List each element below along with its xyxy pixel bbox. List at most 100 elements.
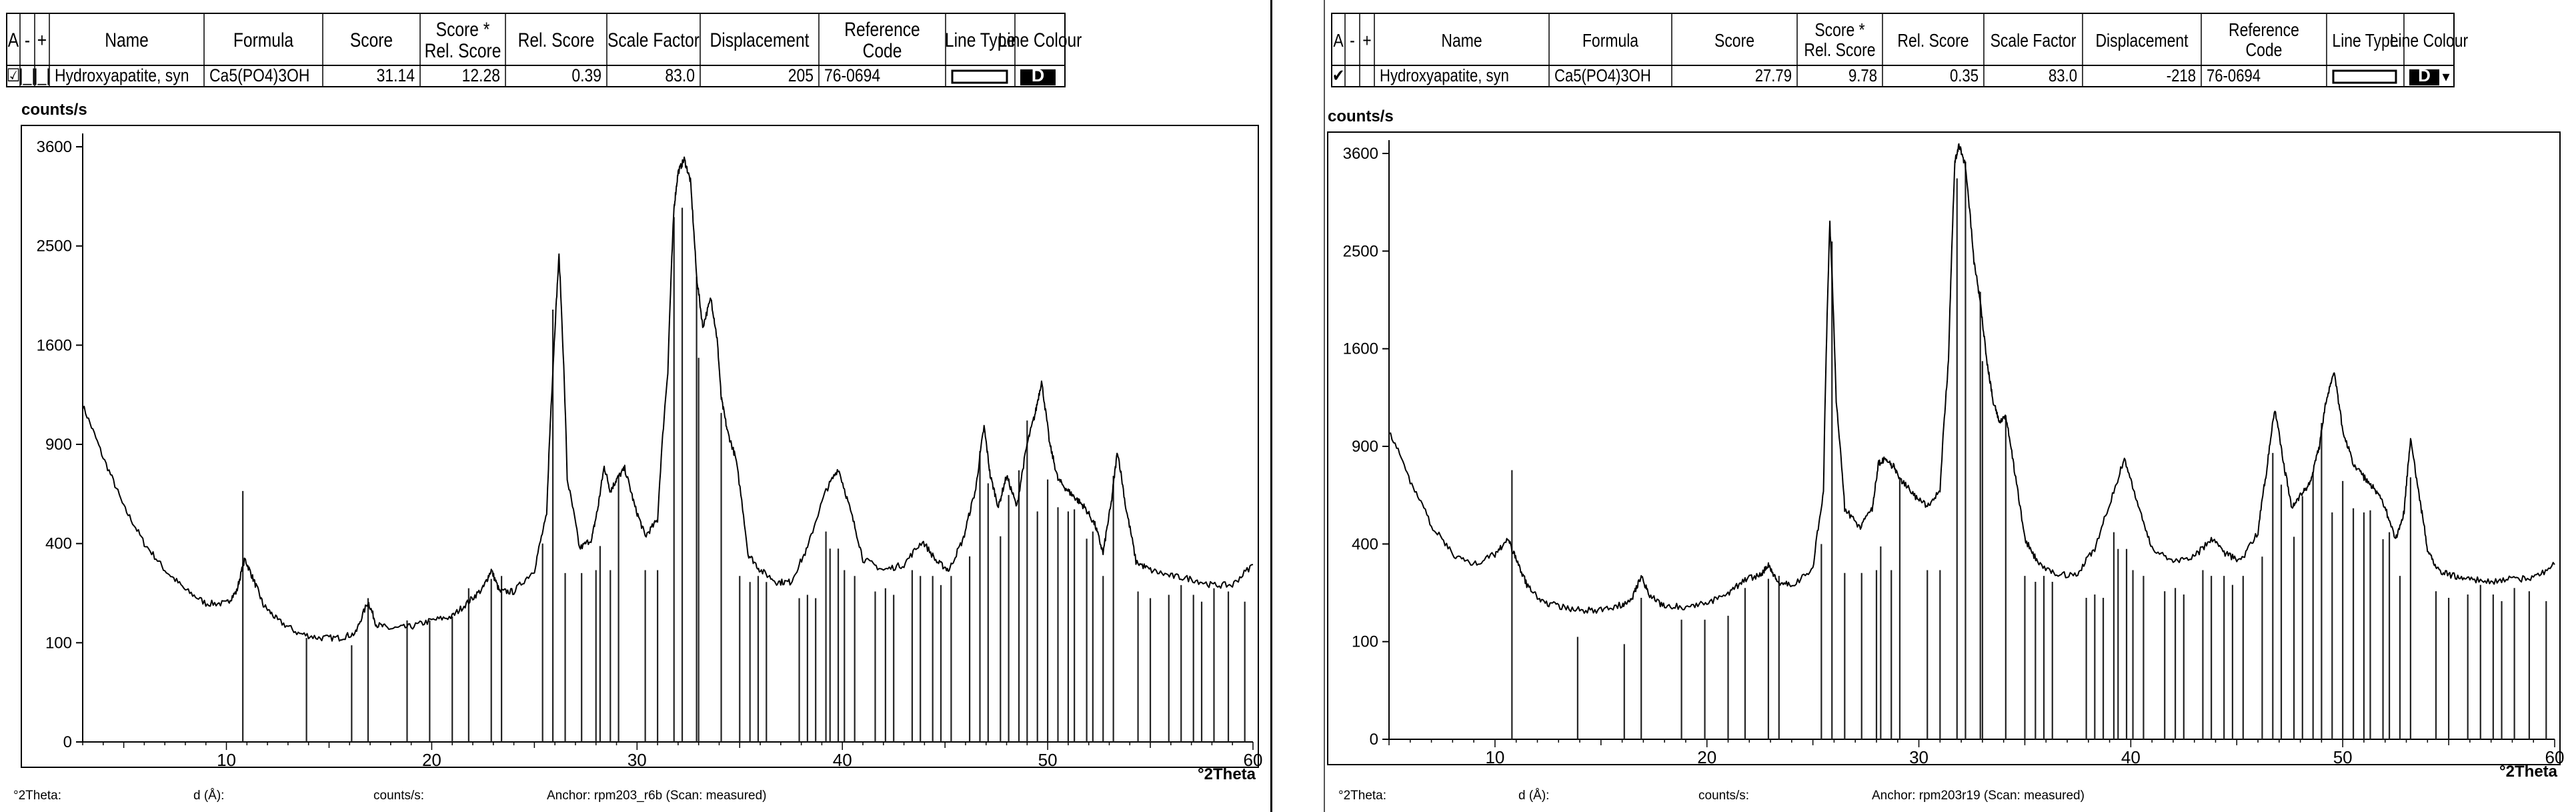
x-tick-label: 60 — [2545, 747, 2565, 767]
cell-name: Hydroxyapatite, syn — [55, 65, 189, 85]
line-colour-label: D — [2418, 65, 2431, 85]
cell-scale: 83.0 — [665, 65, 695, 85]
y-tick-label: 3600 — [37, 138, 72, 156]
column-header-line-type[interactable]: Line Type — [945, 29, 1016, 51]
status-d-spacing: d (Å): — [1518, 789, 1549, 803]
x-tick-label: 50 — [1038, 750, 1058, 770]
xrd-pattern-right: A ✔- + Name Hydroxyapatite, syn Formula Ca5(PO… — [1327, 13, 2565, 803]
cell-score: 27.79 — [1755, 66, 1792, 85]
column-header-name[interactable]: Name — [105, 29, 149, 51]
status-anchor: Anchor: rpm203r19 (Scan: measured) — [1872, 789, 2085, 803]
dropdown-arrow-icon[interactable]: ▾ — [2442, 68, 2449, 85]
reference-lines — [242, 208, 1246, 742]
status-anchor: Anchor: rpm203_r6b (Scan: measured) — [547, 789, 767, 803]
y-tick-label: 100 — [1352, 633, 1378, 651]
column-header-a[interactable]: A — [8, 29, 19, 51]
cell-name: Hydroxyapatite, syn — [1380, 66, 1509, 85]
x-tick-label: 40 — [833, 750, 852, 770]
y-tick-label: 2500 — [1343, 242, 1378, 260]
cell-score-rel: 9.78 — [1848, 66, 1877, 85]
column-header-line-colour[interactable]: Line Colour — [2390, 31, 2469, 51]
column-header-scale-factor[interactable]: Scale Factor — [607, 29, 700, 51]
column-header-reference-code[interactable]: Reference Code — [844, 18, 920, 62]
status-two-theta: °2Theta: — [1338, 789, 1386, 803]
column-header-reference-code[interactable]: Reference Code — [2229, 20, 2299, 61]
y-tick-label: 2500 — [37, 238, 72, 256]
panel-right: A ✔ - + Name Hydroxyapatite, syn Formula Ca5(PO… — [1324, 0, 2576, 812]
column-header-scale-factor[interactable]: Scale Factor — [1991, 31, 2077, 51]
column-header-line-colour[interactable]: Line Colour — [998, 29, 1082, 51]
plot-area: 0 100 400 900 1600 2500 3600 10 20 30 40 50 60 — [21, 125, 1262, 770]
y-tick-label: 3600 — [1343, 145, 1378, 163]
line-type-swatch[interactable] — [951, 69, 1008, 84]
column-header-displacement[interactable]: Displacement — [710, 29, 810, 51]
column-header-rel-score[interactable]: Rel. Score — [1897, 31, 1969, 51]
cell-ref-code: 76-0694 — [2207, 66, 2261, 85]
status-counts: counts/s: — [373, 789, 424, 803]
plot-area: 0 100 400 900 1600 2500 3600 10 20 30 40 50 60 — [1327, 131, 2565, 767]
column-header-line-type[interactable]: Line Type — [2332, 31, 2398, 51]
cell-scale: 83.0 — [2049, 66, 2077, 85]
y-tick-label: 0 — [63, 733, 72, 751]
column-header-name[interactable]: Name — [1441, 31, 1482, 51]
y-tick-label: 900 — [1352, 438, 1378, 456]
y-tick-label: 1600 — [1343, 340, 1378, 358]
cell-rel-score: 0.39 — [571, 65, 601, 85]
x-tick-label: 40 — [2121, 747, 2141, 767]
x-tick-label: 30 — [627, 750, 647, 770]
cell-displacement: -218 — [2167, 66, 2196, 85]
x-tick-label: 10 — [1485, 747, 1504, 767]
column-header-expand[interactable]: + — [37, 29, 47, 51]
y-tick-label: 400 — [45, 535, 72, 553]
cell-ref-code: 76-0694 — [824, 65, 880, 85]
line-type-swatch[interactable] — [2332, 69, 2397, 84]
column-header-score[interactable]: Score — [350, 29, 393, 51]
column-header-formula[interactable]: Formula — [1582, 31, 1639, 51]
x-tick-label: 10 — [217, 750, 236, 770]
line-colour-swatch[interactable] — [2409, 69, 2439, 85]
cell-score-rel: 12.28 — [462, 65, 500, 85]
column-header-score-rel-score[interactable]: Score * Rel. Score — [1804, 20, 1875, 61]
x-axis-label: °2Theta — [2499, 763, 2558, 781]
column-header-a[interactable]: A — [1333, 31, 1344, 51]
column-header-score-rel-score[interactable]: Score * Rel. Score — [425, 18, 501, 62]
y-tick-label: 0 — [1370, 731, 1378, 749]
chart-frame — [21, 125, 1259, 768]
status-counts: counts/s: — [1698, 789, 1749, 803]
status-d-spacing: d (Å): — [193, 789, 224, 803]
x-tick-label: 50 — [2333, 747, 2353, 767]
column-header-displacement[interactable]: Displacement — [2095, 31, 2188, 51]
cell-plus[interactable]: |_| — [34, 65, 51, 85]
y-tick-label: 900 — [45, 436, 72, 454]
cell-rel-score: 0.35 — [1950, 66, 1979, 85]
row-checkbox[interactable]: ☑ — [7, 65, 21, 85]
cell-formula: Ca5(PO4)3OH — [1554, 66, 1651, 85]
reference-lines — [1511, 161, 2547, 739]
column-header-score[interactable]: Score — [1714, 31, 1754, 51]
x-tick-label: 20 — [422, 750, 441, 770]
column-header-rel-score[interactable]: Rel. Score — [518, 29, 595, 51]
y-axis-label: counts/s — [21, 101, 87, 119]
y-axis-label: counts/s — [1328, 107, 1394, 125]
x-tick-label: 60 — [1244, 750, 1263, 770]
row-checkbox[interactable]: ✔ — [1332, 66, 1345, 85]
y-tick-label: 1600 — [37, 336, 72, 354]
status-two-theta: °2Theta: — [13, 789, 61, 803]
line-colour-swatch[interactable] — [1020, 69, 1056, 85]
column-header-formula[interactable]: Formula — [233, 29, 294, 51]
column-header-expand[interactable]: + — [1362, 31, 1371, 51]
x-tick-label: 20 — [1697, 747, 1716, 767]
y-tick-label: 400 — [1352, 535, 1378, 553]
measured-pattern-line — [82, 156, 1254, 642]
column-header-collapse[interactable]: - — [25, 29, 30, 51]
cell-displacement: 205 — [788, 65, 814, 85]
chart-frame — [1327, 131, 2561, 765]
column-header-collapse[interactable]: - — [1350, 31, 1355, 51]
cell-formula: Ca5(PO4)3OH — [209, 65, 309, 85]
measured-pattern-line — [1388, 143, 2555, 614]
cell-minus[interactable]: |_| — [19, 65, 36, 85]
panel-left: A ☑ - |_| + |_| Name Hydroxyapatite, syn Formula… — [0, 0, 1272, 812]
x-tick-label: 30 — [1909, 747, 1928, 767]
